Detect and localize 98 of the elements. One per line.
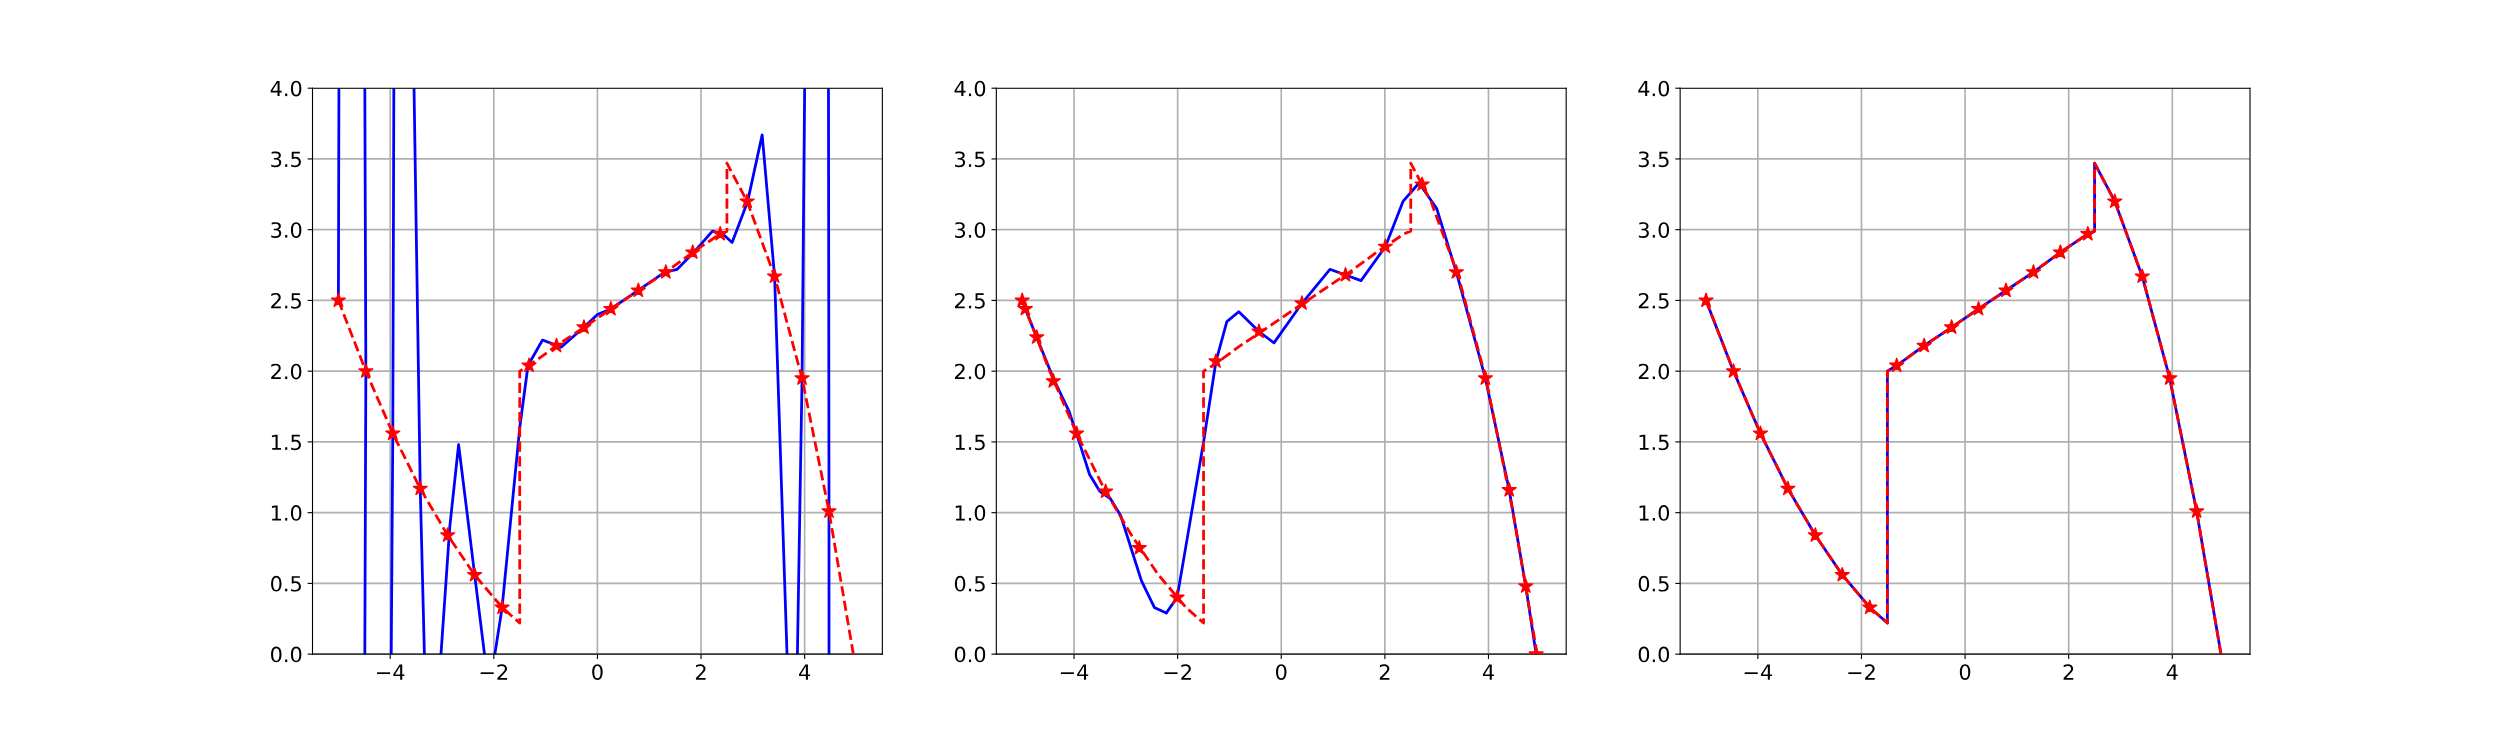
point [330, 292, 347, 308]
y-tick-label: 0.0 [271, 646, 302, 663]
y-tick-label: 3.5 [955, 151, 985, 168]
point [1725, 363, 1742, 378]
x-tick-label: −4 [1744, 664, 1773, 680]
point [1448, 264, 1464, 279]
point [630, 282, 646, 298]
y-tick-label: 0.0 [954, 646, 986, 663]
y-tick-label: 2.5 [955, 292, 985, 309]
point [358, 363, 374, 378]
point [1131, 540, 1147, 555]
y-tick-label: 1.0 [1639, 505, 1670, 521]
y-tick-label: 2.0 [955, 363, 986, 380]
y-tick-label: 1.0 [271, 505, 302, 521]
y-tick-label: 0.5 [1638, 575, 1669, 592]
point [2134, 268, 2150, 283]
y-tick-label: 1.0 [955, 505, 986, 521]
x-tick-label: 0 [592, 664, 603, 680]
point [1501, 482, 1517, 497]
x-tick-label: −2 [480, 664, 508, 680]
y-tick-label: 4.0 [270, 80, 302, 97]
x-tick-label: −2 [1164, 664, 1191, 680]
point [1889, 357, 1905, 373]
point [521, 357, 537, 373]
x-tick-label: −2 [1848, 664, 1875, 680]
y-tick-label: 0.0 [1638, 646, 1670, 663]
y-tick-label: 1.5 [1639, 434, 1669, 451]
point [739, 193, 755, 208]
point [1752, 425, 1769, 441]
point [685, 244, 701, 259]
point [1029, 329, 1045, 344]
point [576, 319, 592, 334]
point [1045, 373, 1061, 388]
point [1377, 238, 1393, 254]
y-tick-label: 3.5 [1638, 151, 1669, 168]
point [1477, 370, 1493, 385]
y-tick-label: 4.0 [954, 80, 986, 97]
x-tick-label: 0 [1959, 664, 1971, 680]
point [1068, 425, 1085, 441]
point [821, 503, 837, 518]
y-tick-label: 2.0 [271, 363, 302, 380]
point [1294, 295, 1310, 310]
y-tick-label: 1.5 [271, 434, 301, 451]
x-tick-label: 4 [1482, 664, 1494, 680]
point [494, 599, 510, 615]
point [1208, 353, 1224, 368]
y-tick-label: 4.0 [1638, 80, 1670, 97]
point [1970, 300, 1987, 316]
x-tick-label: 2 [1379, 664, 1390, 680]
y-tick-label: 2.0 [1638, 363, 1670, 380]
x-tick-label: −4 [1060, 664, 1089, 680]
point [2052, 244, 2069, 259]
x-tick-label: 4 [799, 664, 811, 680]
point [1916, 337, 1932, 353]
point [1098, 483, 1114, 499]
point [2189, 503, 2205, 518]
y-tick-label: 3.0 [1638, 222, 1670, 238]
point [1017, 300, 1033, 316]
point [467, 566, 483, 582]
point [412, 480, 428, 496]
point [440, 527, 456, 542]
point [1169, 589, 1185, 605]
y-tick-label: 2.5 [1638, 292, 1669, 309]
point [548, 337, 565, 353]
y-tick-label: 3.0 [955, 222, 986, 238]
x-tick-label: −4 [377, 664, 405, 680]
point [2025, 264, 2042, 279]
y-tick-label: 1.5 [955, 434, 985, 451]
y-tick-label: 0.5 [271, 575, 301, 592]
point [1807, 527, 1823, 542]
x-tick-label: 0 [1276, 664, 1287, 680]
x-tick-label: 2 [695, 664, 706, 680]
point [712, 225, 728, 241]
point [1998, 282, 2014, 298]
point [1014, 292, 1030, 308]
point [1251, 323, 1267, 339]
point [766, 268, 783, 283]
point [658, 264, 674, 279]
point [2162, 370, 2178, 385]
point [2080, 225, 2096, 241]
point [1834, 566, 1850, 582]
point [1414, 176, 1430, 191]
y-tick-label: 3.5 [271, 151, 301, 168]
y-tick-label: 3.0 [271, 222, 302, 238]
point [1862, 599, 1878, 615]
point [1518, 578, 1534, 593]
point [603, 300, 619, 316]
point [385, 425, 401, 441]
y-tick-label: 2.5 [271, 292, 301, 309]
y-tick-label: 0.5 [954, 575, 985, 592]
point [1337, 266, 1354, 282]
x-tick-label: 2 [2063, 664, 2074, 680]
point [794, 370, 810, 385]
point [1780, 480, 1796, 496]
point [1943, 319, 1960, 334]
point [1698, 292, 1714, 308]
x-tick-label: 4 [2166, 664, 2178, 680]
point [2107, 193, 2123, 208]
